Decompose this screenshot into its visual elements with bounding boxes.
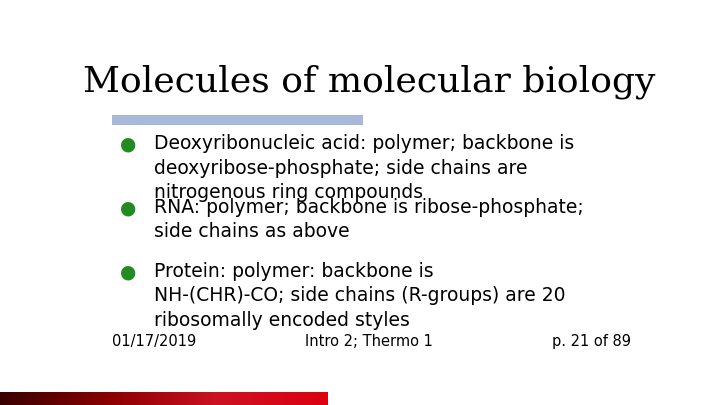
Text: ●: ● <box>120 198 136 217</box>
FancyBboxPatch shape <box>112 115 364 125</box>
Text: deoxyribose-phosphate; side chains are: deoxyribose-phosphate; side chains are <box>154 158 528 177</box>
Text: Deoxyribonucleic acid: polymer; backbone is: Deoxyribonucleic acid: polymer; backbone… <box>154 134 575 153</box>
Text: Molecules of molecular biology: Molecules of molecular biology <box>83 64 655 98</box>
Text: side chains as above: side chains as above <box>154 222 350 241</box>
Text: ribosomally encoded styles: ribosomally encoded styles <box>154 311 410 330</box>
Text: p. 21 of 89: p. 21 of 89 <box>552 334 631 349</box>
Text: nitrogenous ring compounds: nitrogenous ring compounds <box>154 183 423 202</box>
Text: 01/17/2019: 01/17/2019 <box>112 334 197 349</box>
Text: ●: ● <box>120 262 136 281</box>
Text: ●: ● <box>120 134 136 153</box>
Text: Intro 2; Thermo 1: Intro 2; Thermo 1 <box>305 334 433 349</box>
Text: RNA: polymer; backbone is ribose-phosphate;: RNA: polymer; backbone is ribose-phospha… <box>154 198 584 217</box>
Text: NH-(CHR)-CO; side chains (R-groups) are 20: NH-(CHR)-CO; side chains (R-groups) are … <box>154 286 566 305</box>
Text: Protein: polymer: backbone is: Protein: polymer: backbone is <box>154 262 433 281</box>
